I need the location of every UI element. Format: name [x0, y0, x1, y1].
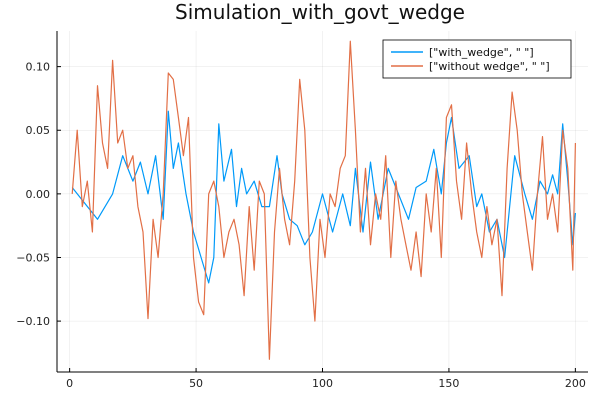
legend-label: ["with_wedge", " "] — [429, 46, 534, 59]
x-tick-label: 50 — [189, 377, 203, 390]
y-tick-label: −0.10 — [16, 315, 50, 328]
x-tick-label: 100 — [312, 377, 333, 390]
x-tick-label: 0 — [66, 377, 73, 390]
legend: ["with_wedge", " "]["without wedge", " "… — [382, 39, 572, 79]
tick-labels: 0 50 100 150 200 −0.10 −0.05 0.00 0.05 0.10 — [16, 61, 586, 390]
series-line-without-wedge — [71, 40, 576, 360]
y-tick-label: 0.10 — [26, 61, 51, 74]
y-tick-label: 0.00 — [26, 188, 51, 201]
series-line-with-wedge — [71, 110, 576, 284]
chart-title: Simulation_with_govt_wedge — [175, 0, 465, 24]
plot-series — [71, 40, 576, 360]
legend-box — [382, 39, 572, 79]
axes — [56, 31, 588, 373]
x-tick-label: 200 — [565, 377, 586, 390]
grid — [57, 31, 588, 372]
x-tick-label: 150 — [438, 377, 459, 390]
y-tick-label: 0.05 — [26, 124, 51, 137]
legend-label: ["without wedge", " "] — [429, 60, 550, 73]
y-tick-label: −0.05 — [16, 251, 50, 264]
